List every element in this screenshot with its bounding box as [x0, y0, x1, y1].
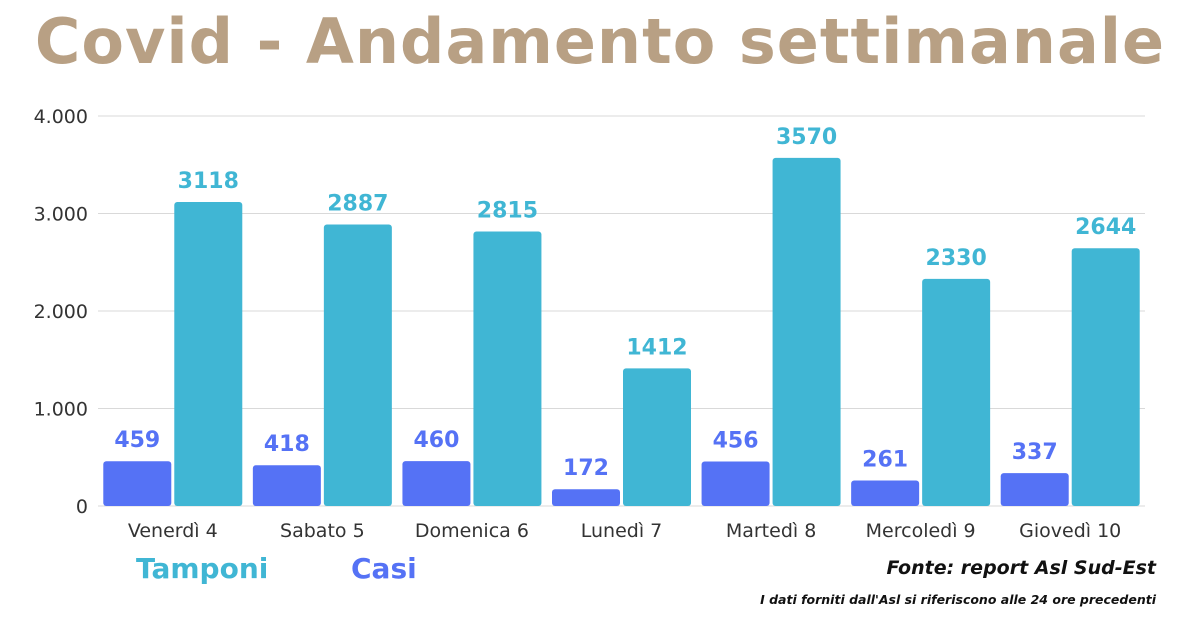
- data-label-tamponi: 2330: [926, 246, 987, 271]
- x-tick-label: Mercoledì 9: [866, 520, 976, 542]
- x-tick-label: Venerdì 4: [128, 520, 218, 542]
- bar-tamponi: [1071, 248, 1140, 506]
- y-tick-label: 0: [76, 496, 88, 518]
- bars: [103, 157, 1140, 507]
- y-tick-label: 1.000: [34, 399, 88, 421]
- data-label-tamponi: 2887: [327, 192, 388, 217]
- data-label-casi: 418: [264, 432, 310, 457]
- bar-casi: [252, 465, 321, 506]
- bar-tamponi: [323, 224, 392, 506]
- data-label-casi: 261: [862, 448, 908, 473]
- bar-casi: [402, 461, 471, 506]
- source-text: Fonte: report Asl Sud-Est: [886, 557, 1156, 579]
- x-tick-label: Sabato 5: [280, 520, 365, 542]
- legend-casi: Casi: [351, 552, 417, 585]
- bar-casi: [1000, 473, 1069, 506]
- y-tick-label: 3.000: [34, 204, 88, 226]
- y-tick-label: 2.000: [34, 301, 88, 323]
- bar-casi: [851, 480, 920, 506]
- data-label-tamponi: 3118: [178, 169, 239, 194]
- bar-casi: [103, 461, 172, 506]
- y-tick-label: 4.000: [34, 106, 88, 128]
- data-label-casi: 456: [713, 429, 759, 454]
- legend-tamponi: Tamponi: [136, 552, 269, 585]
- x-axis-ticks: Venerdì 4 Sabato 5 Domenica 6 Lunedì 7 Marte…: [128, 520, 1121, 542]
- data-label-tamponi: 3570: [776, 125, 837, 150]
- y-axis-ticks: 0 1.000 2.000 3.000 4.000: [34, 106, 88, 518]
- bar-tamponi: [922, 278, 991, 506]
- x-tick-label: Domenica 6: [415, 520, 529, 542]
- bar-tamponi: [772, 157, 841, 507]
- data-label-casi: 172: [563, 456, 609, 481]
- note-text: I dati forniti dall'Asl si riferiscono a…: [760, 592, 1156, 607]
- bar-tamponi: [174, 201, 243, 506]
- data-label-tamponi: 2644: [1075, 215, 1136, 240]
- data-label-casi: 337: [1012, 440, 1058, 465]
- bar-casi: [701, 461, 770, 506]
- bar-casi: [552, 489, 620, 506]
- x-tick-label: Giovedì 10: [1019, 520, 1121, 542]
- data-labels: 459 3118 418 2887 460 2815 172 1412 456 3570 261 23…: [114, 125, 1136, 481]
- x-tick-label: Lunedì 7: [581, 520, 663, 542]
- bar-tamponi: [473, 231, 542, 506]
- data-label-casi: 459: [114, 428, 160, 453]
- bar-tamponi: [623, 368, 691, 506]
- data-label-tamponi: 2815: [477, 199, 538, 224]
- data-label-casi: 460: [413, 428, 459, 453]
- data-label-tamponi: 1412: [626, 335, 687, 360]
- chart-title: Covid - Andamento settimanale: [34, 5, 1166, 78]
- x-tick-label: Martedì 8: [726, 520, 816, 542]
